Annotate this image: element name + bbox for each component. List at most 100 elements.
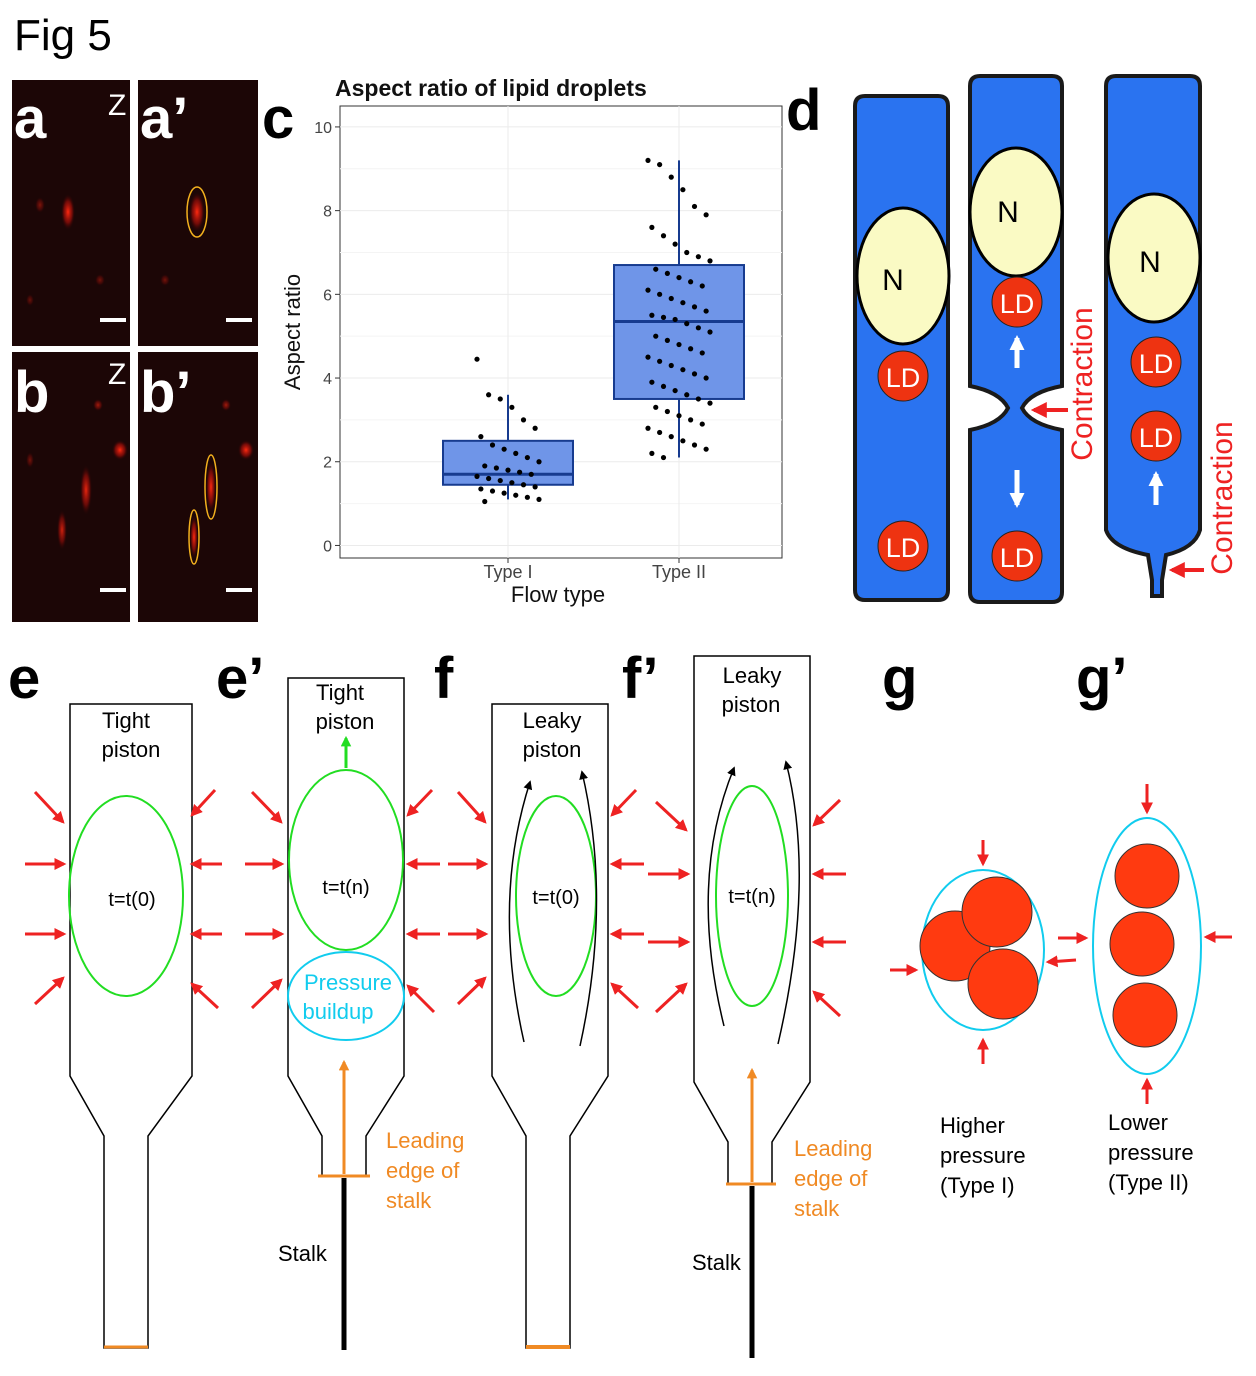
data-point: [676, 341, 682, 348]
contraction-label: Contraction: [1066, 307, 1099, 460]
leading-edge-label-line1: Leading: [794, 1136, 872, 1161]
data-point: [645, 354, 651, 360]
pressure-label-line3: (Type II): [1108, 1170, 1189, 1195]
nucleus-label: N: [1139, 246, 1161, 279]
data-point: [664, 408, 670, 415]
y-tick-label: 2: [323, 455, 332, 472]
data-point: [513, 492, 519, 498]
leak-flow-arrow-icon: [508, 780, 533, 1043]
data-point: [688, 417, 694, 423]
y-tick-label: 4: [323, 371, 332, 388]
pressure-label-line2: pressure: [940, 1143, 1026, 1168]
leading-edge-label-line2: edge of: [794, 1166, 868, 1191]
data-point: [703, 375, 709, 381]
data-point: [653, 404, 659, 410]
lipid-droplet: [1130, 336, 1182, 388]
data-point: [684, 392, 690, 398]
piston-diagram-f-prime: Leaky piston t=t(n) Leading edge of stal…: [648, 655, 872, 1358]
pressure-arrow-icon: [654, 982, 688, 1014]
lipid-droplet: [1109, 911, 1175, 977]
nucleus: [855, 206, 951, 346]
lipid-droplet: [1130, 410, 1182, 462]
panel-letter-e-prime: e’: [216, 646, 264, 711]
leak-flow-arrow-icon: [777, 760, 800, 1045]
data-point: [497, 477, 503, 484]
data-point: [474, 356, 480, 362]
nucleus: [968, 146, 1064, 278]
data-point: [680, 300, 686, 306]
data-point: [688, 279, 694, 285]
droplet-ellipse: [715, 785, 789, 1007]
lipid-droplet: [961, 876, 1033, 948]
lipid-droplet: [1114, 843, 1180, 909]
data-point: [653, 333, 659, 339]
data-point: [524, 454, 530, 461]
panel-letter-a: a: [14, 86, 47, 151]
pressure-label-line3: (Type I): [940, 1173, 1015, 1198]
scale-bar: [226, 588, 252, 592]
leading-edge-label-line3: stalk: [794, 1196, 840, 1221]
time-label: t=t(0): [108, 889, 155, 911]
panel-letter-b-prime: b’: [140, 360, 192, 425]
panel-letter-e: e: [8, 646, 40, 711]
cell-diagram-3: N LD LD Contraction: [1104, 74, 1239, 598]
data-point: [486, 475, 492, 482]
piston-label-line2: piston: [102, 737, 161, 762]
data-point: [657, 291, 663, 297]
data-point: [680, 367, 686, 373]
z-axis-label: Z: [108, 358, 126, 391]
data-point: [657, 358, 663, 364]
piston-label-line1: Leaky: [523, 708, 582, 733]
data-point: [509, 480, 515, 486]
box-layer: [442, 160, 745, 500]
lipid-droplet: [877, 350, 929, 402]
piston-diagram-e-prime: Tight piston t=t(n) Pressure buildup Lea…: [245, 677, 464, 1350]
pressure-label-line1: Pressure: [304, 970, 392, 995]
data-point: [691, 203, 698, 210]
data-point: [703, 446, 709, 452]
time-label: t=t(n): [728, 886, 775, 908]
data-point: [657, 429, 663, 436]
data-point: [653, 266, 659, 272]
stalk-label: Stalk: [692, 1250, 742, 1275]
panel-letter-g-prime: g’: [1076, 646, 1128, 711]
data-point: [672, 241, 678, 247]
data-point: [660, 233, 667, 239]
pressure-arrow-icon: [33, 976, 65, 1006]
time-label: t=t(0): [532, 887, 579, 909]
data-point: [478, 486, 484, 492]
panel-letter-g: g: [882, 646, 917, 711]
data-point: [668, 174, 674, 180]
data-point: [528, 471, 534, 477]
data-point: [684, 249, 690, 256]
time-label: t=t(n): [322, 877, 369, 899]
data-point: [691, 304, 698, 310]
droplet-label: LD: [1000, 543, 1035, 573]
data-point: [657, 161, 663, 168]
data-point: [703, 212, 709, 218]
piston-label-line1: Tight: [316, 680, 364, 705]
panel-letter-a-prime: a’: [140, 86, 188, 151]
data-point: [668, 434, 674, 440]
leak-flow-arrow-icon: [707, 766, 736, 1027]
stalk-label: Stalk: [278, 1241, 328, 1266]
leak-flow-arrow-icon: [579, 770, 598, 1047]
cell-diagram-1: N LD LD: [853, 94, 951, 602]
data-point: [482, 463, 488, 469]
data-point: [520, 482, 527, 488]
data-point: [691, 371, 698, 377]
piston-label-line1: Leaky: [723, 663, 782, 688]
data-point: [684, 321, 690, 327]
data-point: [532, 425, 538, 431]
piston-label-line2: piston: [523, 737, 582, 762]
data-point: [660, 383, 667, 390]
y-tick-label: 10: [314, 120, 332, 137]
data-point: [668, 295, 674, 302]
piston-label-line2: piston: [722, 692, 781, 717]
data-point: [699, 350, 705, 356]
contraction-label: Contraction: [1206, 421, 1239, 574]
lipid-droplet: [1112, 982, 1178, 1048]
nucleus: [1106, 192, 1202, 324]
